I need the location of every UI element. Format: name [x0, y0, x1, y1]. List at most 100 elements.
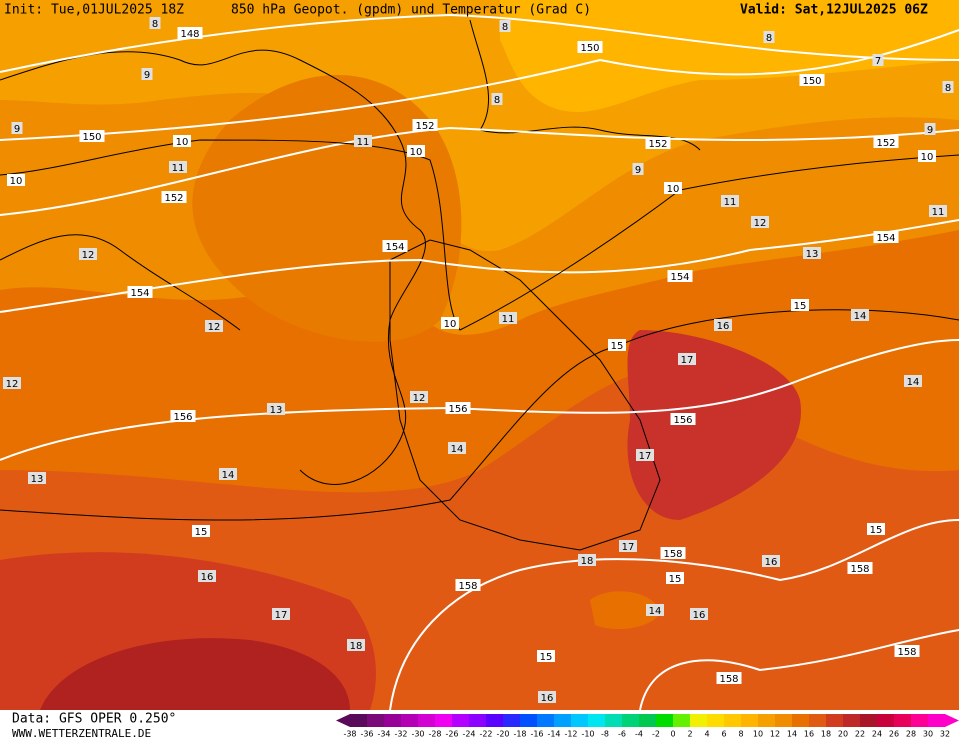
label-box: [347, 639, 365, 651]
contour-label: 18: [350, 641, 363, 652]
colorbar-cell: [418, 714, 435, 727]
contour-label: 150: [802, 76, 821, 87]
colorbar-cell: [469, 714, 486, 727]
colorbar-arrow-high: [945, 714, 959, 727]
label-box: [79, 248, 97, 260]
contour-label: 10: [176, 137, 189, 148]
data-source: Data: GFS OPER 0.250°: [12, 712, 176, 727]
isohypse-148: [0, 13, 959, 73]
isohypse-152: [0, 126, 959, 216]
contour-label: 17: [622, 542, 635, 553]
contour-label: 8: [494, 95, 500, 106]
label-box: [716, 672, 742, 684]
label-box: [666, 572, 684, 584]
colorbar-cell: [588, 714, 605, 727]
colorbar-cell: [758, 714, 775, 727]
colorbar-label: 14: [787, 730, 797, 739]
colorbar-label: -24: [462, 730, 475, 739]
contour-label: 16: [541, 693, 554, 704]
colorbar-label: 6: [721, 730, 726, 739]
colorbar-label: 18: [821, 730, 831, 739]
contour-label: 17: [275, 610, 288, 621]
contour-label: 156: [448, 404, 467, 415]
contour-label: 9: [635, 165, 641, 176]
label-box: [924, 123, 936, 135]
label-box: [537, 650, 555, 662]
label-box: [894, 645, 920, 657]
contour-label: 12: [6, 379, 19, 390]
label-box: [867, 523, 885, 535]
colorbar-cell: [520, 714, 537, 727]
contour-label: 150: [82, 132, 101, 143]
contour-label: 158: [850, 564, 869, 575]
label-box: [636, 449, 654, 461]
contour-label: 11: [724, 197, 737, 208]
colorbar-label: -16: [530, 730, 543, 739]
contour-label: 17: [639, 451, 652, 462]
label-box: [751, 216, 769, 228]
contour-label: 14: [649, 606, 662, 617]
contour-label: 156: [673, 415, 692, 426]
contour-label: 14: [854, 311, 867, 322]
coast-west: [0, 49, 426, 485]
contour-label: 16: [765, 557, 778, 568]
map-title: 850 hPa Geopot. (gpdm) und Temperatur (G…: [231, 3, 591, 18]
colorbar-label: 10: [753, 730, 763, 739]
label-box: [410, 391, 428, 403]
label-box: [690, 608, 708, 620]
label-box: [412, 119, 438, 131]
contour-label: 11: [357, 137, 370, 148]
colorbar-cell: [384, 714, 401, 727]
label-box: [192, 525, 210, 537]
label-box: [407, 145, 425, 157]
contour-label: 14: [907, 377, 920, 388]
colorbar-cell: [809, 714, 826, 727]
label-box: [763, 31, 775, 43]
isohypse-156: [0, 339, 959, 461]
isotherm-15: [0, 309, 959, 521]
colorbar-cell: [911, 714, 928, 727]
contour-label: 154: [876, 233, 895, 244]
colorbar-arrow-low: [336, 714, 350, 727]
colorbar-label: 24: [872, 730, 882, 739]
field-17: [627, 330, 801, 520]
label-box: [872, 54, 884, 66]
contour-label: 18: [581, 556, 594, 567]
contour-label: 11: [932, 207, 945, 218]
colorbar-cell: [605, 714, 622, 727]
colorbar-label: 16: [804, 730, 814, 739]
colorbar-cell: [724, 714, 741, 727]
colorbar-label: -30: [411, 730, 424, 739]
colorbar-cell: [435, 714, 452, 727]
colorbar-cell: [537, 714, 554, 727]
contour-label: 15: [794, 301, 807, 312]
label-box: [491, 93, 503, 105]
label-box: [873, 231, 899, 243]
contour-label: 9: [144, 70, 150, 81]
label-box: [538, 691, 556, 703]
contour-label: 14: [451, 444, 464, 455]
colorbar-label: 26: [889, 730, 899, 739]
colorbar-cell: [554, 714, 571, 727]
colorbar-label: 4: [704, 730, 709, 739]
contour-label: 9: [14, 124, 20, 135]
contour-label: 158: [897, 647, 916, 658]
contour-label: 154: [130, 288, 149, 299]
colorbar-label: -18: [513, 730, 526, 739]
colorbar-label: 0: [670, 730, 675, 739]
colorbar-cell: [350, 714, 367, 727]
contour-label: 10: [667, 184, 680, 195]
label-box: [578, 554, 596, 566]
contour-label: 17: [681, 355, 694, 366]
colorbar-label: -10: [581, 730, 594, 739]
contour-label: 158: [458, 581, 477, 592]
isohypse-158-south: [639, 629, 959, 711]
colorbar-label: -8: [601, 730, 609, 739]
label-box: [851, 309, 869, 321]
colorbar-label: 22: [855, 730, 865, 739]
label-box: [918, 150, 936, 162]
colorbar-label: -28: [428, 730, 441, 739]
contour-label: 11: [502, 314, 515, 325]
label-box: [664, 182, 682, 194]
field-18: [40, 638, 350, 710]
